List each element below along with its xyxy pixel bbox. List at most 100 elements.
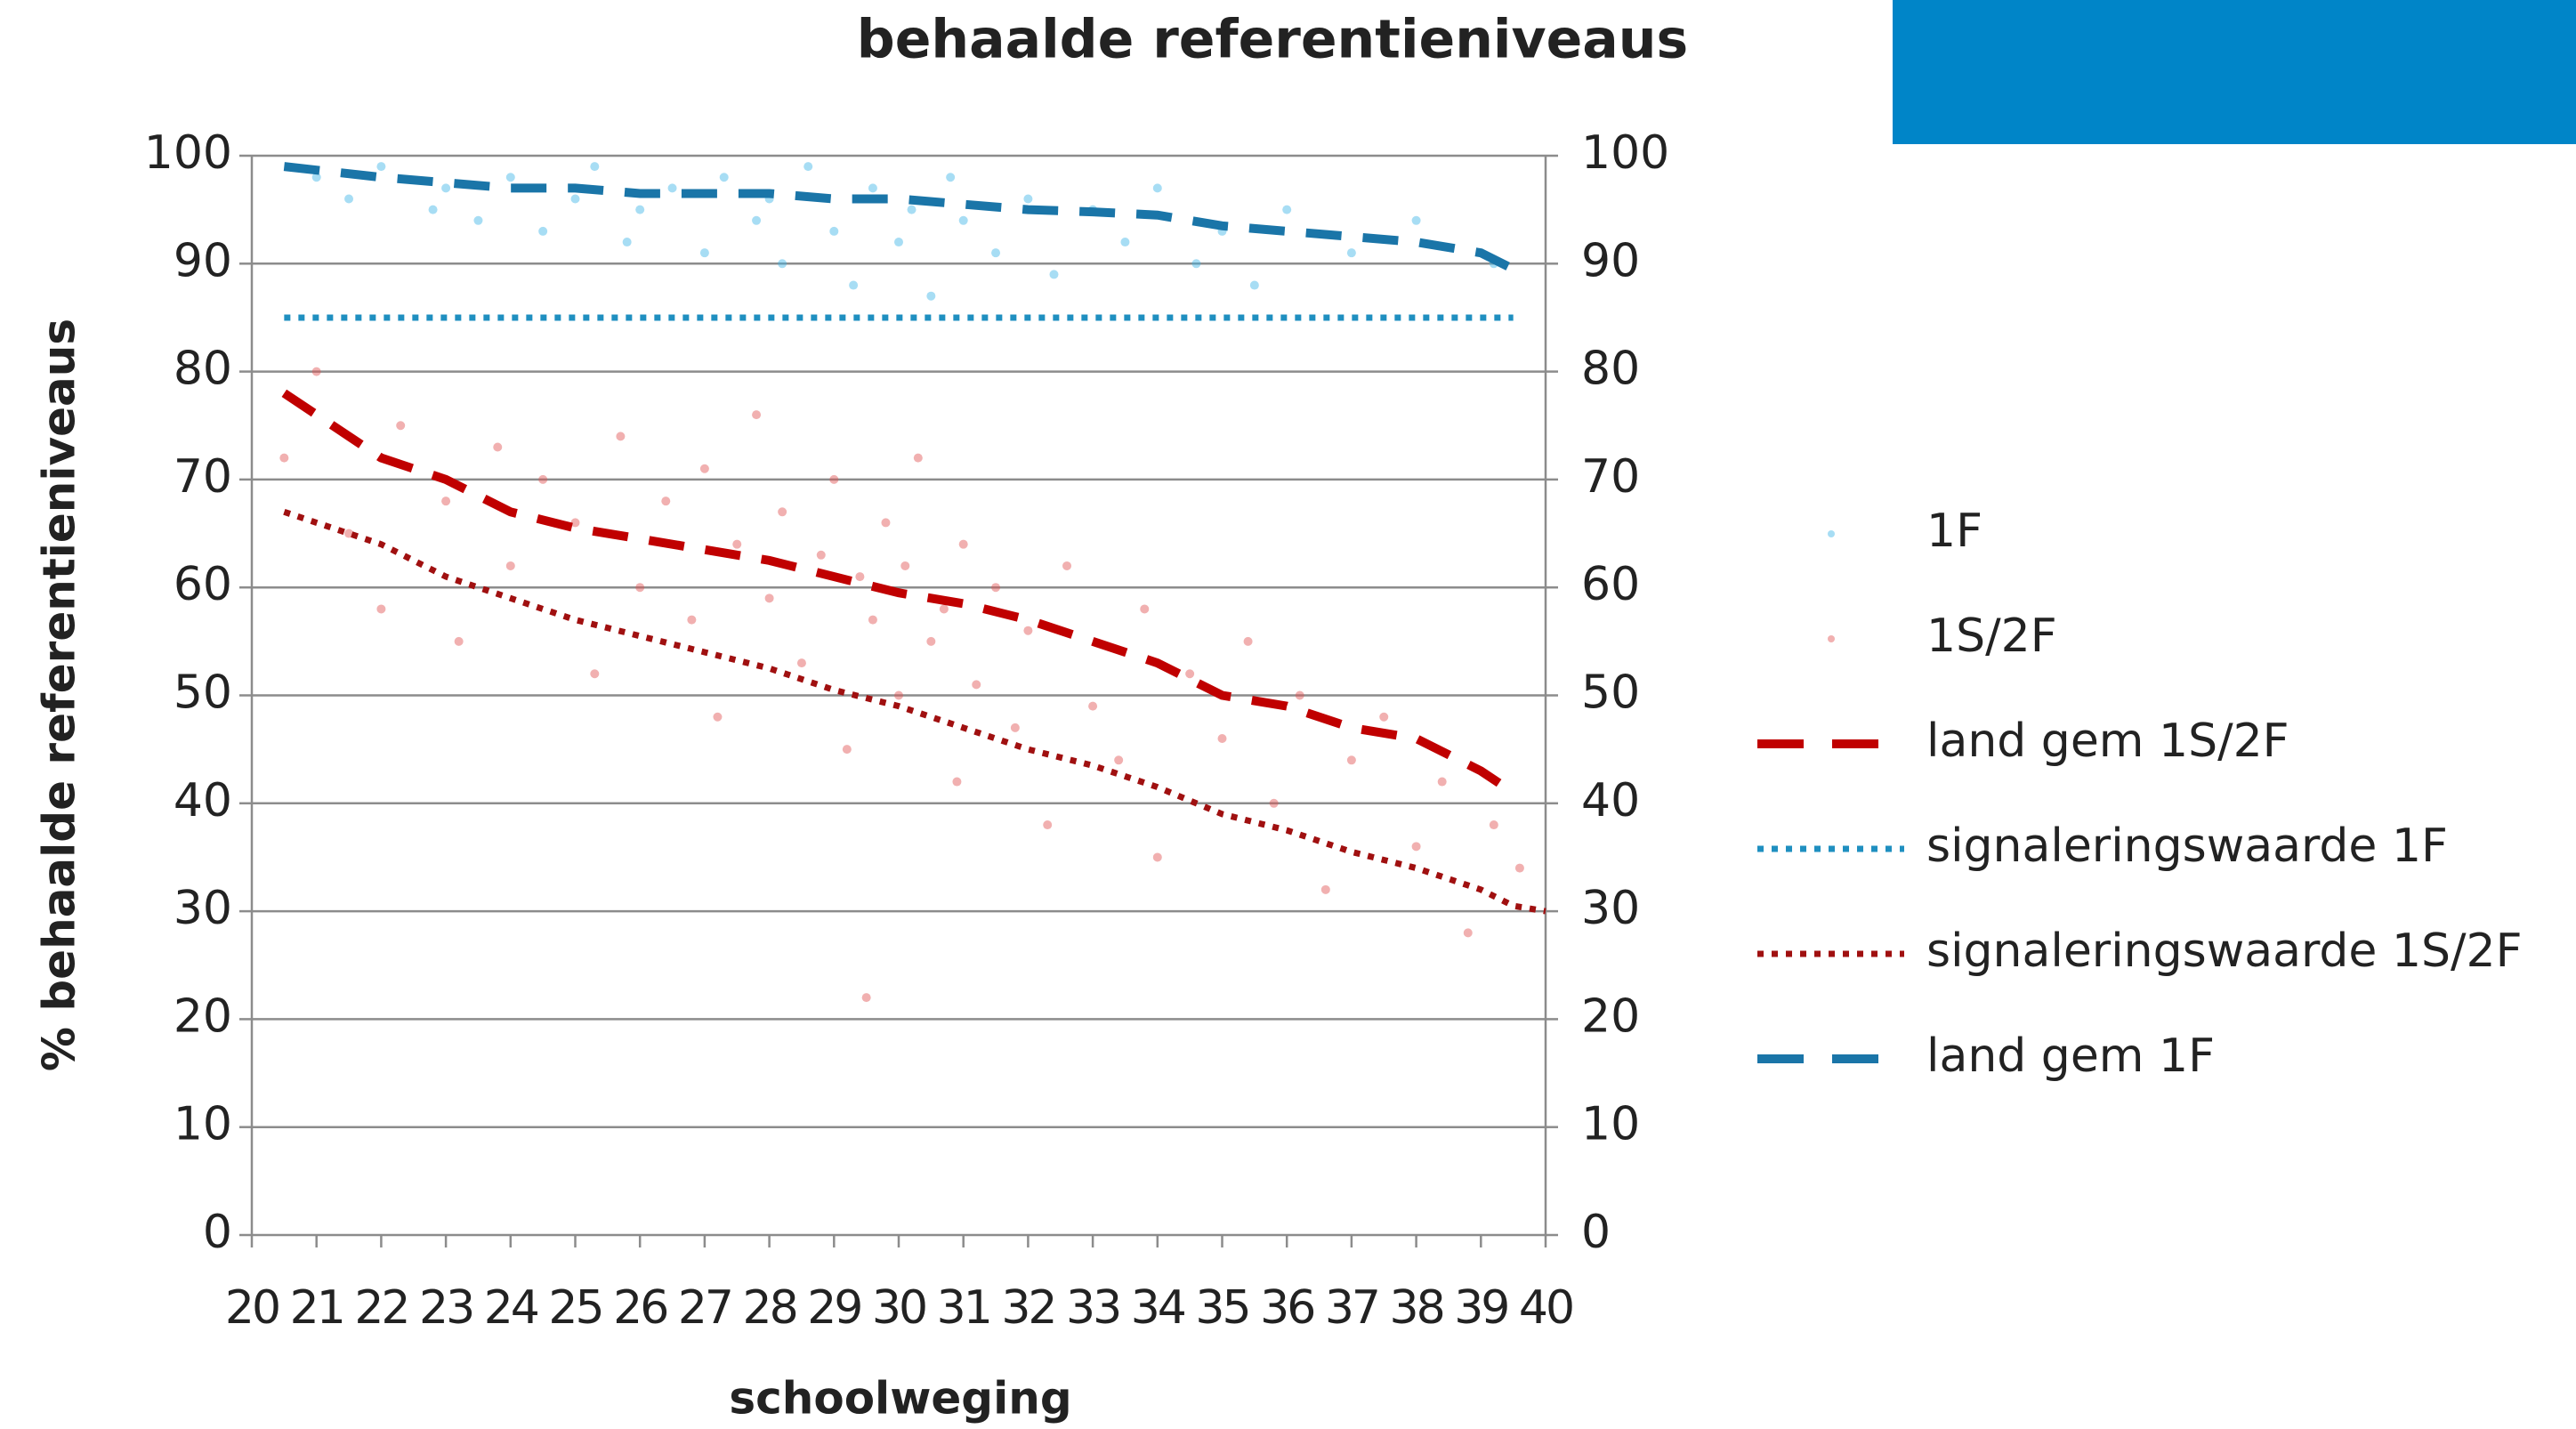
x-tick-label: 35: [1195, 1281, 1248, 1335]
scatter-point: [1411, 215, 1421, 225]
scatter-point: [376, 162, 386, 172]
scatter-point: [1463, 928, 1473, 938]
legend-marker: [1828, 530, 1835, 537]
y2-tick-label: 90: [1581, 234, 1640, 287]
scatter-point: [796, 658, 806, 668]
y2-tick-label: 80: [1581, 343, 1640, 396]
scatter-point: [1346, 755, 1356, 765]
y2-tick-label: 20: [1581, 989, 1640, 1043]
scatter-point: [1043, 820, 1053, 830]
line-series: [281, 389, 1516, 796]
x-tick-label: 20: [225, 1281, 279, 1335]
y2-tick-label: 70: [1581, 450, 1640, 504]
scatter-point: [1191, 259, 1201, 269]
scatter-point: [778, 259, 787, 269]
scatter-point: [1243, 636, 1253, 646]
scatter-point: [958, 539, 968, 549]
scatter-point: [946, 173, 956, 182]
scatter-point: [900, 561, 910, 570]
scatter-point: [713, 712, 723, 722]
scatter-point: [311, 173, 321, 182]
scatter-point: [849, 280, 859, 290]
scatter-point: [829, 474, 839, 484]
scatter-point: [1140, 604, 1150, 614]
scatter-point: [1379, 712, 1389, 722]
x-tick-label: 28: [743, 1281, 796, 1335]
scatter-point: [1010, 723, 1020, 732]
scatter-point: [991, 248, 1001, 258]
scatter-point: [473, 215, 483, 225]
y2-tick-label: 50: [1581, 666, 1640, 720]
scatter-point: [778, 507, 787, 517]
scatter-point: [732, 539, 742, 549]
legend-label: land gem 1S/2F: [1926, 714, 2289, 768]
scatter-point: [894, 238, 903, 247]
scatter-point: [570, 194, 580, 204]
scatter-point: [441, 183, 451, 193]
scatter-point: [396, 421, 406, 431]
scatter-point: [699, 464, 709, 473]
x-tick-label: 31: [937, 1281, 990, 1335]
y-tick-label: 50: [174, 666, 232, 720]
scatter-point: [590, 162, 600, 172]
y2-tick-label: 100: [1581, 126, 1669, 180]
scatter-point: [1120, 238, 1130, 247]
scatter-point: [505, 173, 515, 182]
scatter-point: [719, 173, 729, 182]
scatter-point: [428, 205, 438, 214]
scatter-point: [622, 238, 632, 247]
scatter-point: [279, 453, 289, 463]
scatter-point: [764, 593, 774, 603]
scatter-point: [803, 162, 813, 172]
legend-label: signaleringswaarde 1F: [1926, 819, 2448, 873]
scatter-point: [752, 410, 762, 420]
scatter-point: [861, 993, 871, 1003]
y-tick-label: 10: [174, 1098, 232, 1151]
y-axis-label: % behaalde referentieniveaus: [34, 319, 85, 1071]
scatter-point: [538, 226, 548, 236]
y2-tick-label: 30: [1581, 882, 1640, 935]
y-tick-label: 80: [174, 343, 232, 396]
scatter-point: [635, 583, 645, 593]
line-series: [283, 162, 1515, 273]
scatter-point: [842, 745, 852, 755]
scatter-point: [1295, 690, 1304, 700]
scatter-point: [311, 367, 321, 376]
scatter-point: [958, 215, 968, 225]
scatter-point: [1023, 194, 1033, 204]
scatter-point: [907, 205, 917, 214]
scatter-point: [1185, 669, 1195, 679]
scatter-point: [1411, 842, 1421, 852]
y-tick-label: 90: [174, 234, 232, 287]
scatter-point: [829, 226, 839, 236]
legend-label: 1S/2F: [1926, 610, 2057, 663]
x-tick-label: 22: [354, 1281, 408, 1335]
y-tick-label: 30: [174, 882, 232, 935]
scatter-point: [894, 690, 903, 700]
scatter-point: [505, 561, 515, 570]
y2-tick-label: 60: [1581, 558, 1640, 611]
x-tick-label: 32: [1001, 1281, 1054, 1335]
x-axis-label: schoolweging: [729, 1373, 1071, 1425]
x-tick-label: 29: [807, 1281, 860, 1335]
x-tick-label: 25: [548, 1281, 602, 1335]
y-tick-label: 60: [174, 558, 232, 611]
scatter-point: [1269, 798, 1279, 808]
scatter-point: [1489, 820, 1498, 830]
scatter-point: [1152, 852, 1162, 862]
scatter-point: [493, 442, 503, 452]
scatter-point: [868, 183, 877, 193]
header-block: [1893, 0, 2576, 144]
scatter-point: [570, 518, 580, 528]
scatter-point: [1437, 777, 1447, 787]
scatter-point: [926, 291, 936, 301]
scatter-point: [926, 636, 936, 646]
scatter-point: [1023, 626, 1033, 635]
scatter-point: [881, 518, 891, 528]
y-tick-label: 40: [174, 774, 232, 828]
scatter-point: [855, 572, 865, 582]
scatter-point: [1049, 270, 1059, 279]
chart-title: behaalde referentieniveaus: [857, 9, 1688, 71]
x-tick-label: 24: [484, 1281, 538, 1335]
